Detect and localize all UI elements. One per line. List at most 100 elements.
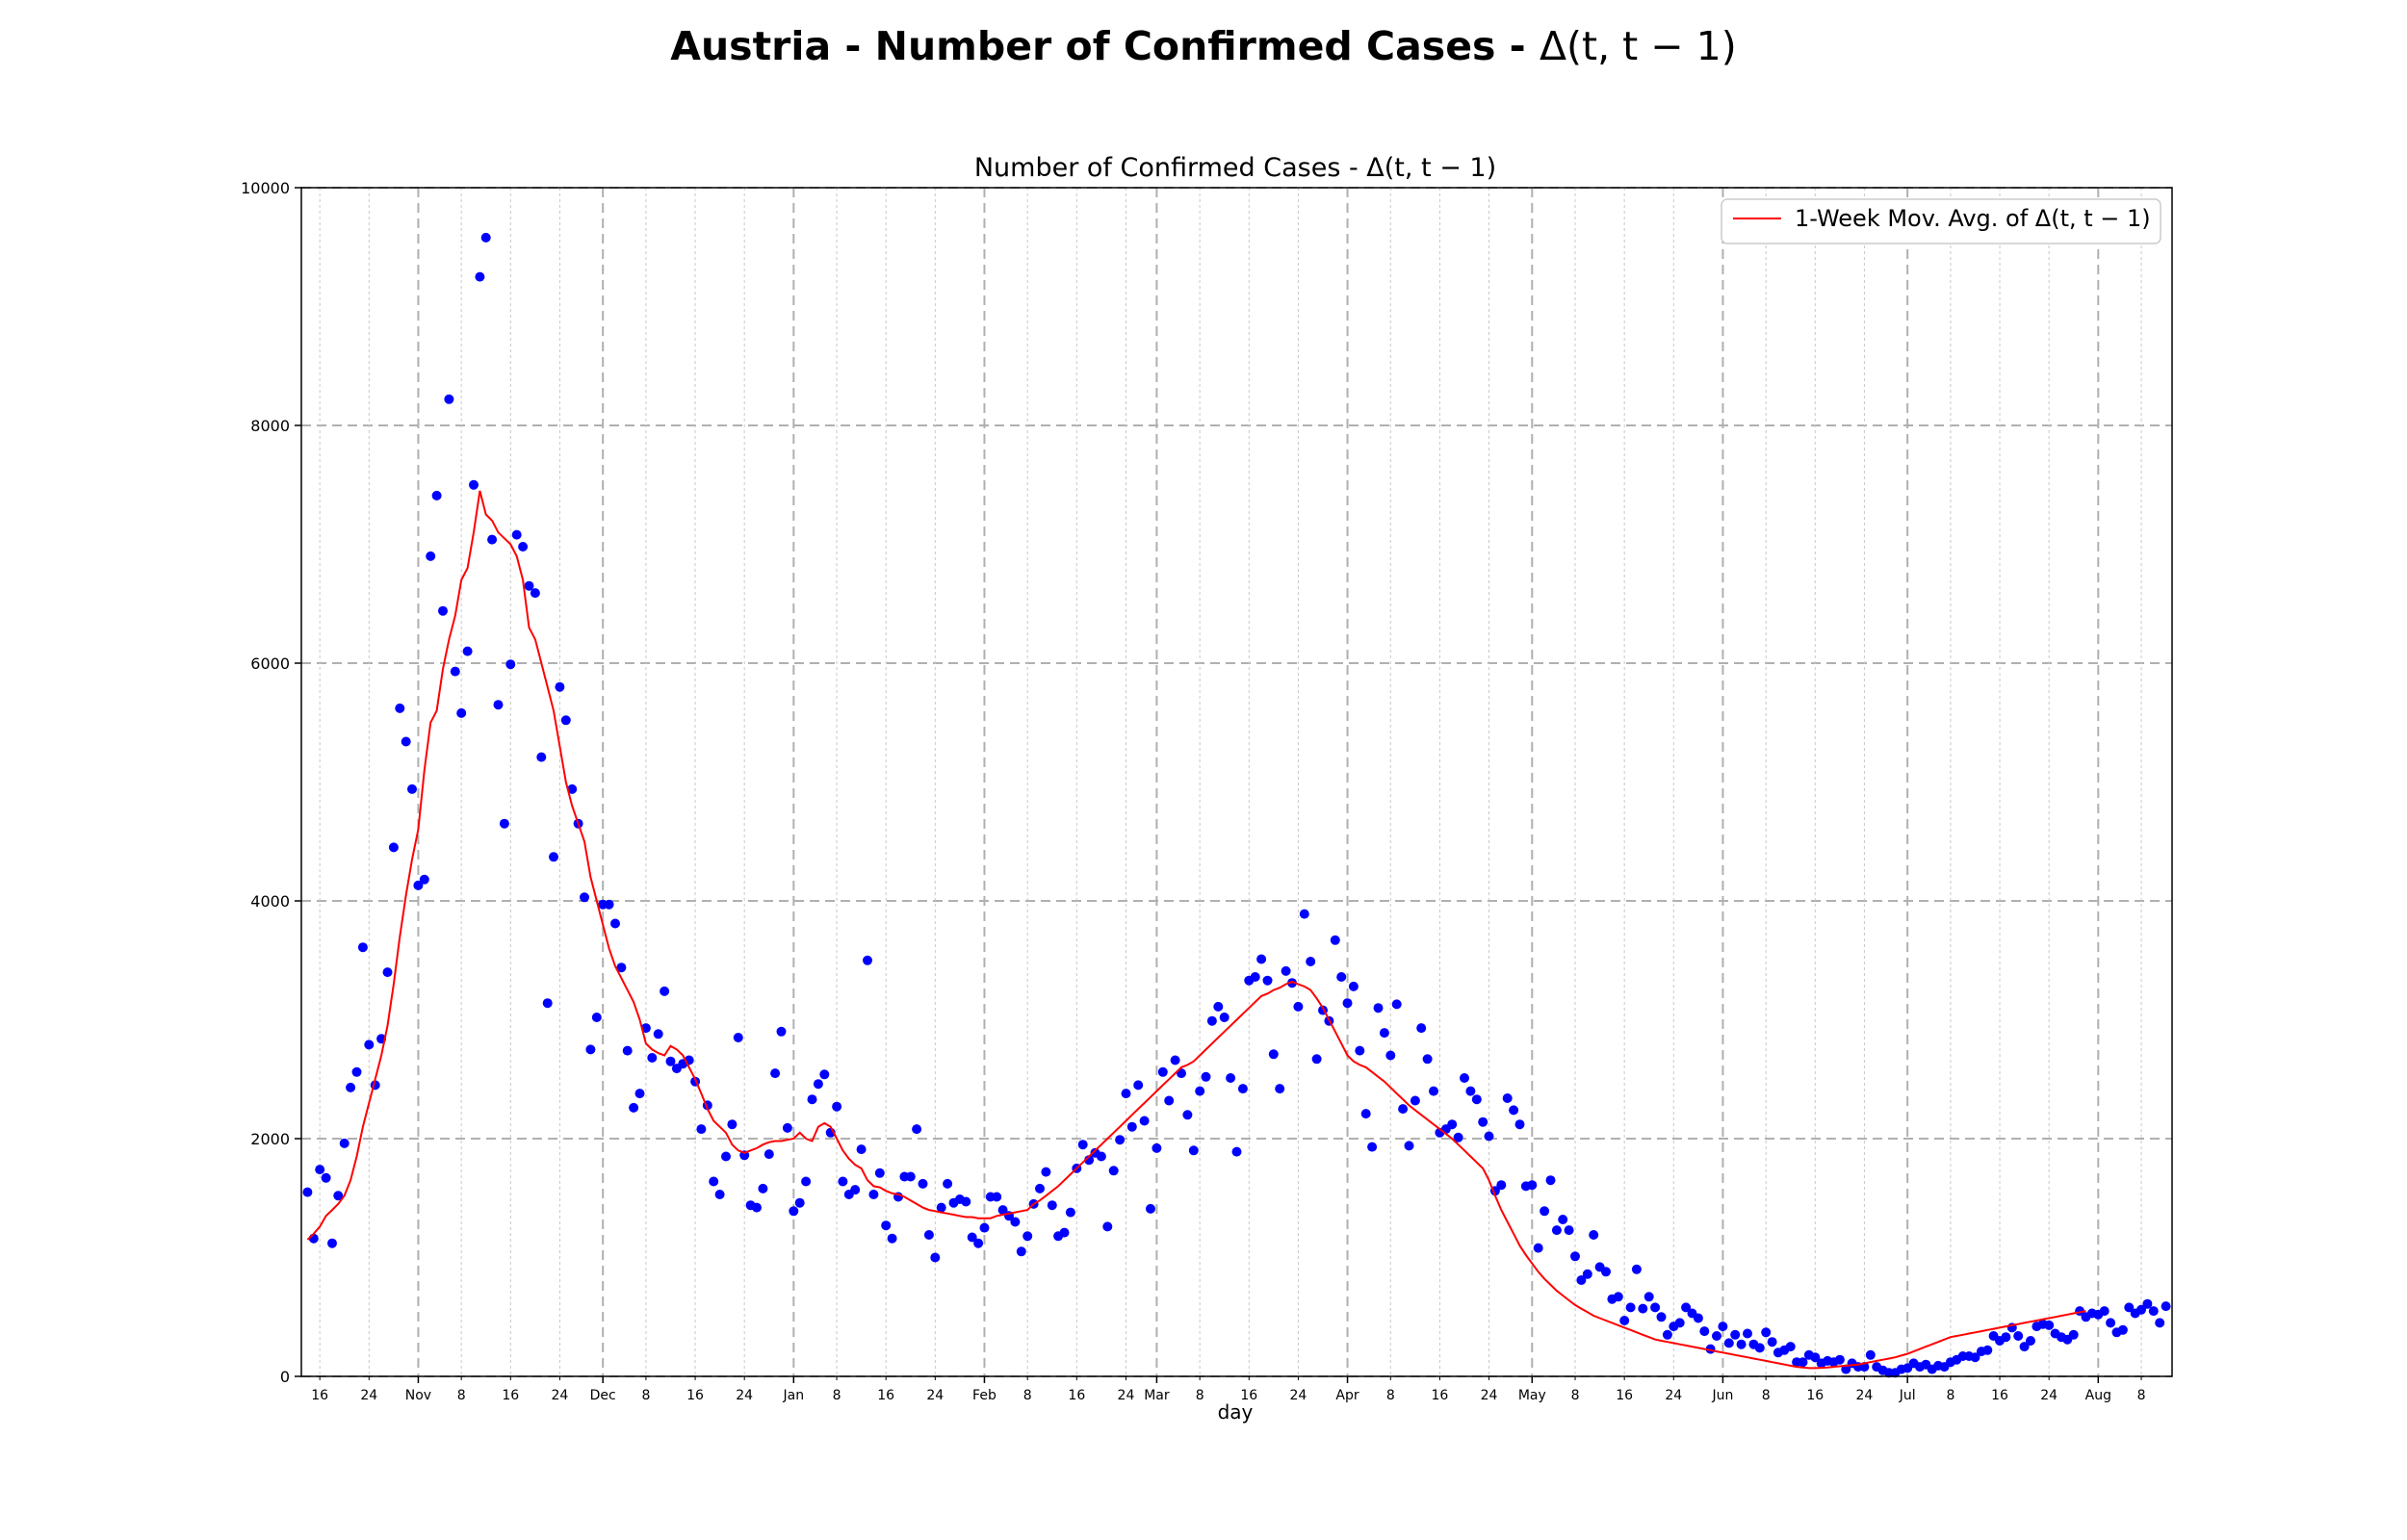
data-point [456,707,467,718]
x-minor-tick-label: 24 [1665,1388,1682,1403]
data-point [1262,975,1273,986]
data-point [714,1190,725,1199]
data-point [438,605,448,616]
data-point [634,1089,645,1099]
x-axis-title: day [1218,1400,1254,1424]
data-point [1465,1086,1476,1096]
x-minor-tick-label: 16 [877,1388,894,1403]
x-minor-tick-label: 16 [1806,1388,1824,1403]
data-point [1422,1054,1433,1065]
data-point [801,1176,812,1187]
data-point [943,1178,953,1189]
x-major-tick-label: Jul [1899,1388,1916,1403]
data-point [1785,1342,1796,1352]
data-point [1041,1167,1051,1177]
data-point [1761,1327,1772,1338]
x-minor-tick-label: 8 [1023,1388,1032,1403]
data-point [961,1196,971,1207]
data-point [357,942,368,953]
data-point [524,580,534,591]
data-point [1133,1080,1144,1091]
data-point [388,842,399,853]
data-point [1047,1200,1057,1211]
data-point [1010,1217,1021,1227]
data-point [487,534,498,545]
data-point [979,1222,990,1233]
data-point [511,529,522,540]
data-point [887,1233,897,1244]
data-point [480,232,491,243]
data-point [1035,1183,1045,1194]
data-point [807,1094,817,1105]
data-point [1195,1086,1205,1096]
data-point [1712,1331,1721,1341]
data-point [868,1190,879,1199]
data-point [1379,1028,1389,1039]
x-minor-tick-label: 8 [457,1388,466,1403]
data-point [1059,1227,1070,1238]
data-point [1391,999,1402,1010]
data-point [936,1202,946,1213]
data-point [782,1122,792,1133]
x-minor-tick-label: 16 [1991,1388,2008,1403]
data-point [1250,972,1260,982]
data-point [709,1176,719,1187]
data-point [1170,1055,1180,1065]
data-point [308,1233,319,1244]
data-point [1164,1095,1175,1106]
data-point [923,1230,934,1240]
data-point [2044,1320,2055,1330]
data-point [776,1026,787,1037]
data-point [364,1040,375,1050]
data-point [1674,1318,1685,1328]
data-point [752,1202,762,1213]
legend: 1-Week Mov. Avg. of Δ(t, t − 1) [1721,198,2161,244]
data-point [1514,1119,1525,1130]
data-point [1736,1339,1747,1349]
data-point [327,1238,337,1248]
data-point [2148,1306,2159,1317]
data-point [665,1056,676,1066]
data-point [1404,1141,1414,1151]
figure-title-text: Austria - Number of Confirmed Cases - [670,23,1540,69]
data-point [918,1178,928,1189]
data-point [2161,1301,2171,1312]
data-point [585,1044,596,1055]
data-point [813,1079,823,1090]
data-point [2124,1302,2135,1313]
y-tick-label: 8000 [250,417,290,435]
data-point [469,479,479,490]
data-point [1502,1093,1513,1103]
data-point [1564,1225,1574,1236]
data-point [997,1205,1008,1216]
data-point [1650,1302,1661,1313]
data-point [339,1138,349,1148]
data-point [912,1124,922,1135]
data-point [905,1171,916,1182]
data-point [518,542,529,552]
data-point [1096,1151,1106,1162]
data-point [1656,1312,1667,1322]
data-point [1570,1251,1580,1262]
data-point [1360,1109,1371,1119]
plot-area-frame [300,187,2173,1377]
data-point [591,1013,602,1022]
data-point [660,986,670,996]
data-point [1336,972,1347,982]
x-minor-tick-label: 24 [1118,1388,1135,1403]
data-point [874,1168,885,1178]
data-point [1398,1104,1409,1115]
data-point [1065,1207,1075,1218]
legend-label: 1-Week Mov. Avg. of Δ(t, t − 1) [1795,205,2151,232]
data-point [431,490,442,500]
data-point [1743,1328,1752,1339]
data-point [1311,1054,1322,1065]
y-tick-label: 4000 [250,892,290,911]
data-point [721,1151,731,1162]
data-point [1576,1275,1587,1285]
x-minor-tick-label: 8 [1196,1388,1204,1403]
data-point [758,1183,768,1194]
y-tick-label: 0 [280,1368,290,1386]
moving-average-line [306,490,2086,1370]
data-point [1551,1225,1562,1236]
